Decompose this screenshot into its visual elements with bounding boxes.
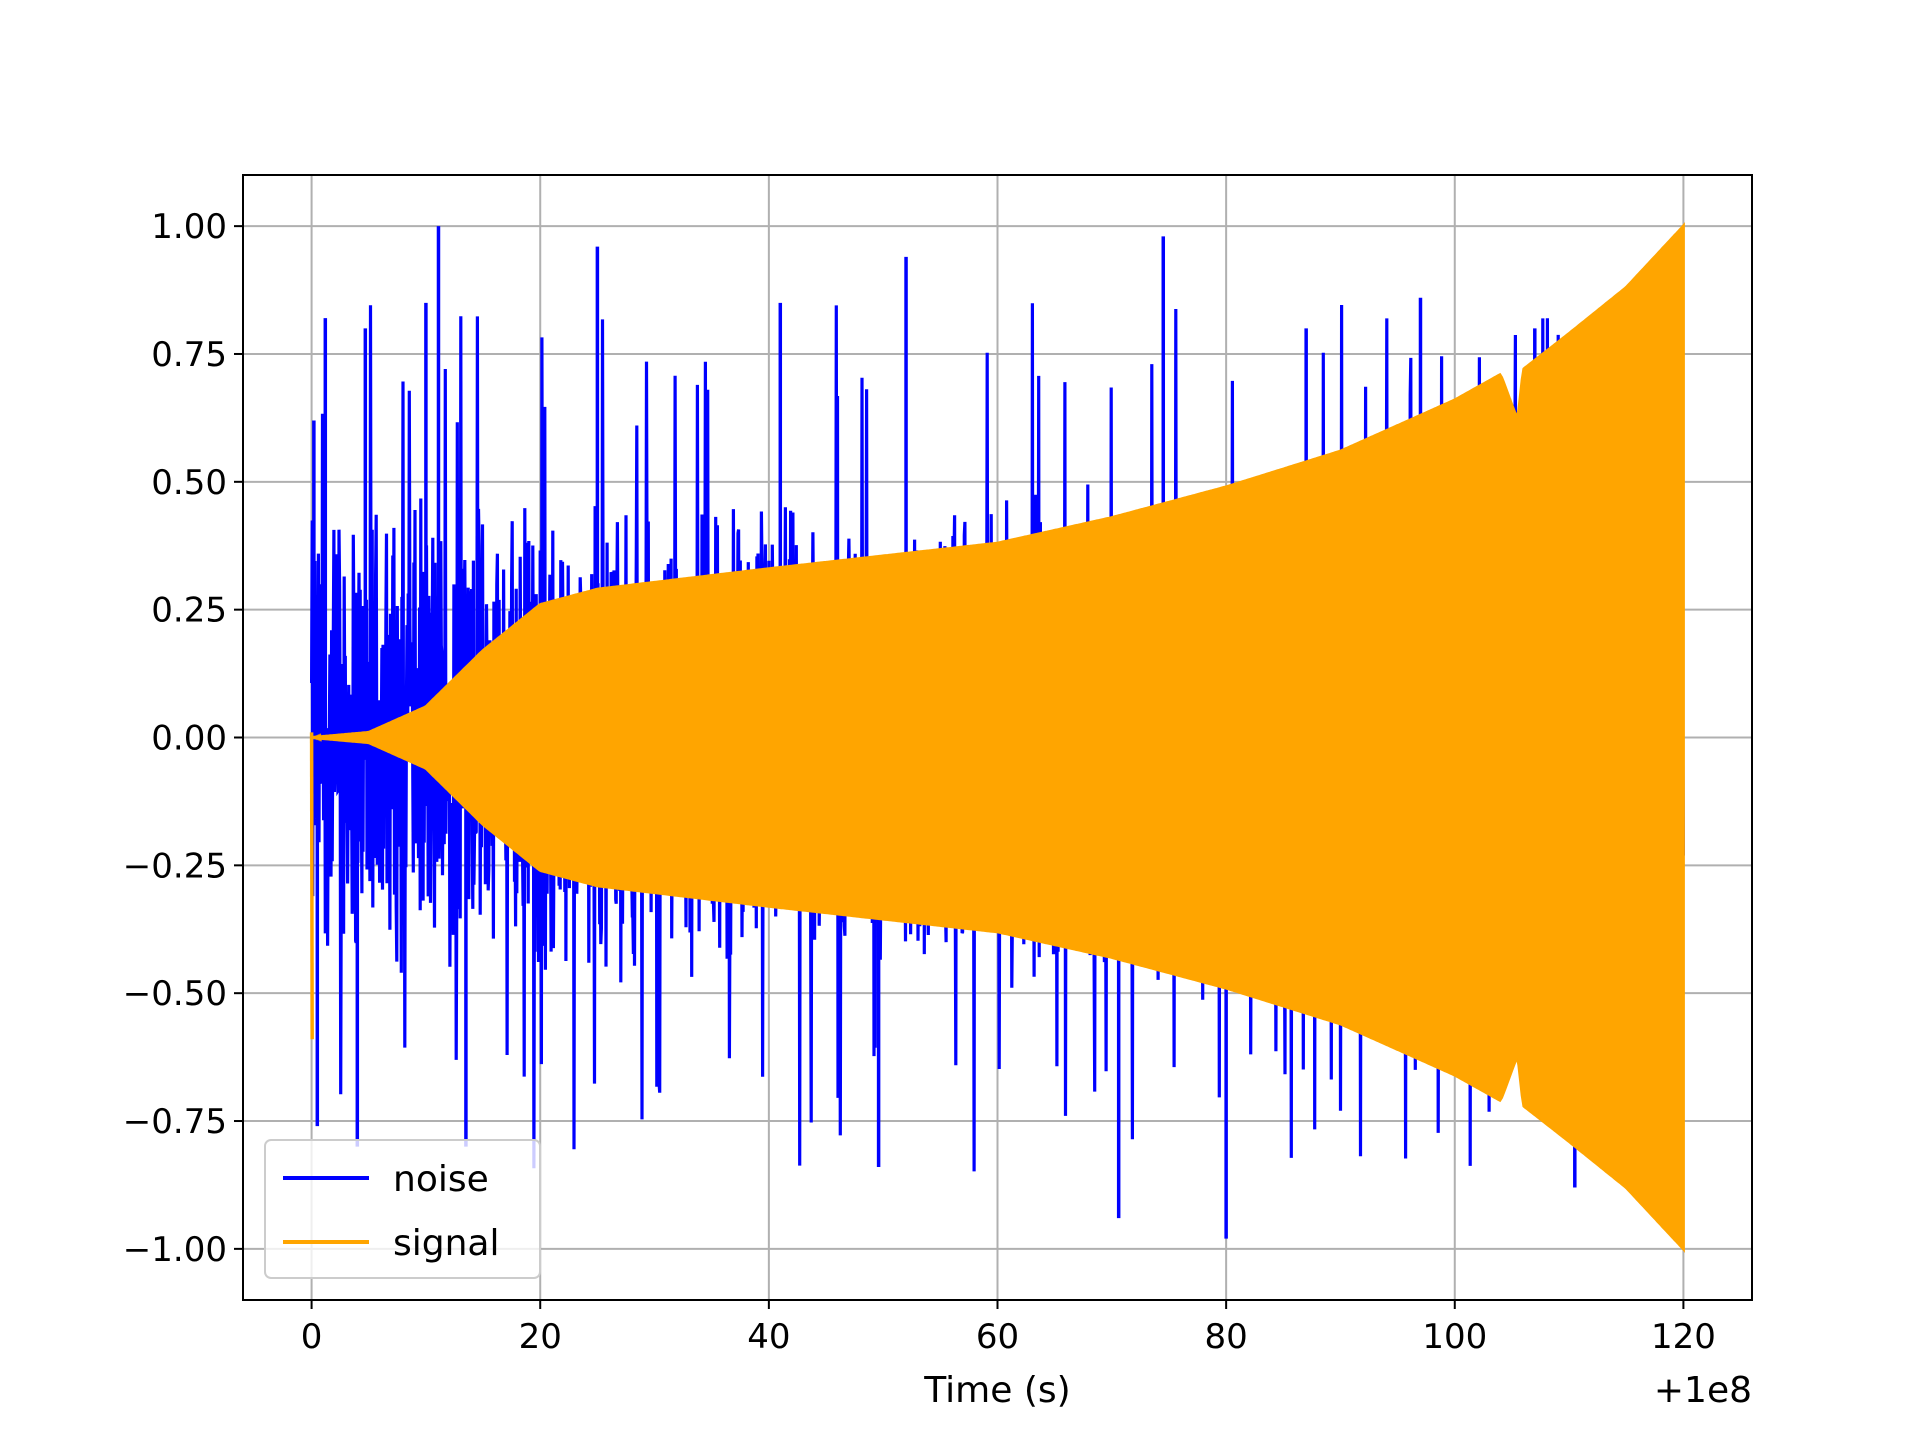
x-tick-label: 20	[519, 1317, 562, 1357]
x-tick-label: 40	[747, 1317, 790, 1357]
x-tick-label: 100	[1422, 1317, 1487, 1357]
legend: noise signal	[264, 1139, 541, 1279]
axis-ticks: 0 20 40 60 80 100 120 −1.00 −0.75 −0.50 −0.25 0.00 0…	[123, 207, 1716, 1357]
y-tick-label: −0.25	[123, 846, 227, 886]
y-tick-label: −0.75	[123, 1102, 227, 1142]
y-tick-label: −0.50	[123, 974, 227, 1014]
y-tick-label: 0.25	[151, 591, 227, 631]
y-tick-label: 0.00	[151, 719, 227, 759]
x-axis-offset-label: +1e8	[1654, 1370, 1752, 1411]
signal-initial-spike	[309, 732, 314, 1040]
legend-label-signal: signal	[393, 1223, 500, 1264]
x-tick-label: 80	[1205, 1317, 1248, 1357]
y-tick-label: 0.75	[151, 335, 227, 375]
y-tick-label: 1.00	[151, 207, 227, 247]
x-tick-label: 60	[976, 1317, 1019, 1357]
y-tick-label: −1.00	[123, 1230, 227, 1270]
y-tick-label: 0.50	[151, 463, 227, 503]
plot-area	[309, 222, 1685, 1253]
x-tick-label: 0	[301, 1317, 323, 1357]
signal-series-line	[311, 226, 1685, 1249]
x-tick-label: 120	[1651, 1317, 1716, 1357]
legend-label-noise: noise	[393, 1159, 489, 1200]
x-axis-label: Time (s)	[923, 1370, 1070, 1411]
